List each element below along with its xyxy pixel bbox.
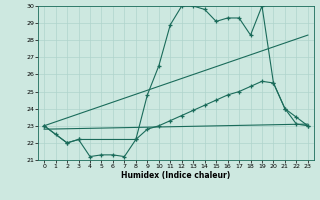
X-axis label: Humidex (Indice chaleur): Humidex (Indice chaleur)	[121, 171, 231, 180]
